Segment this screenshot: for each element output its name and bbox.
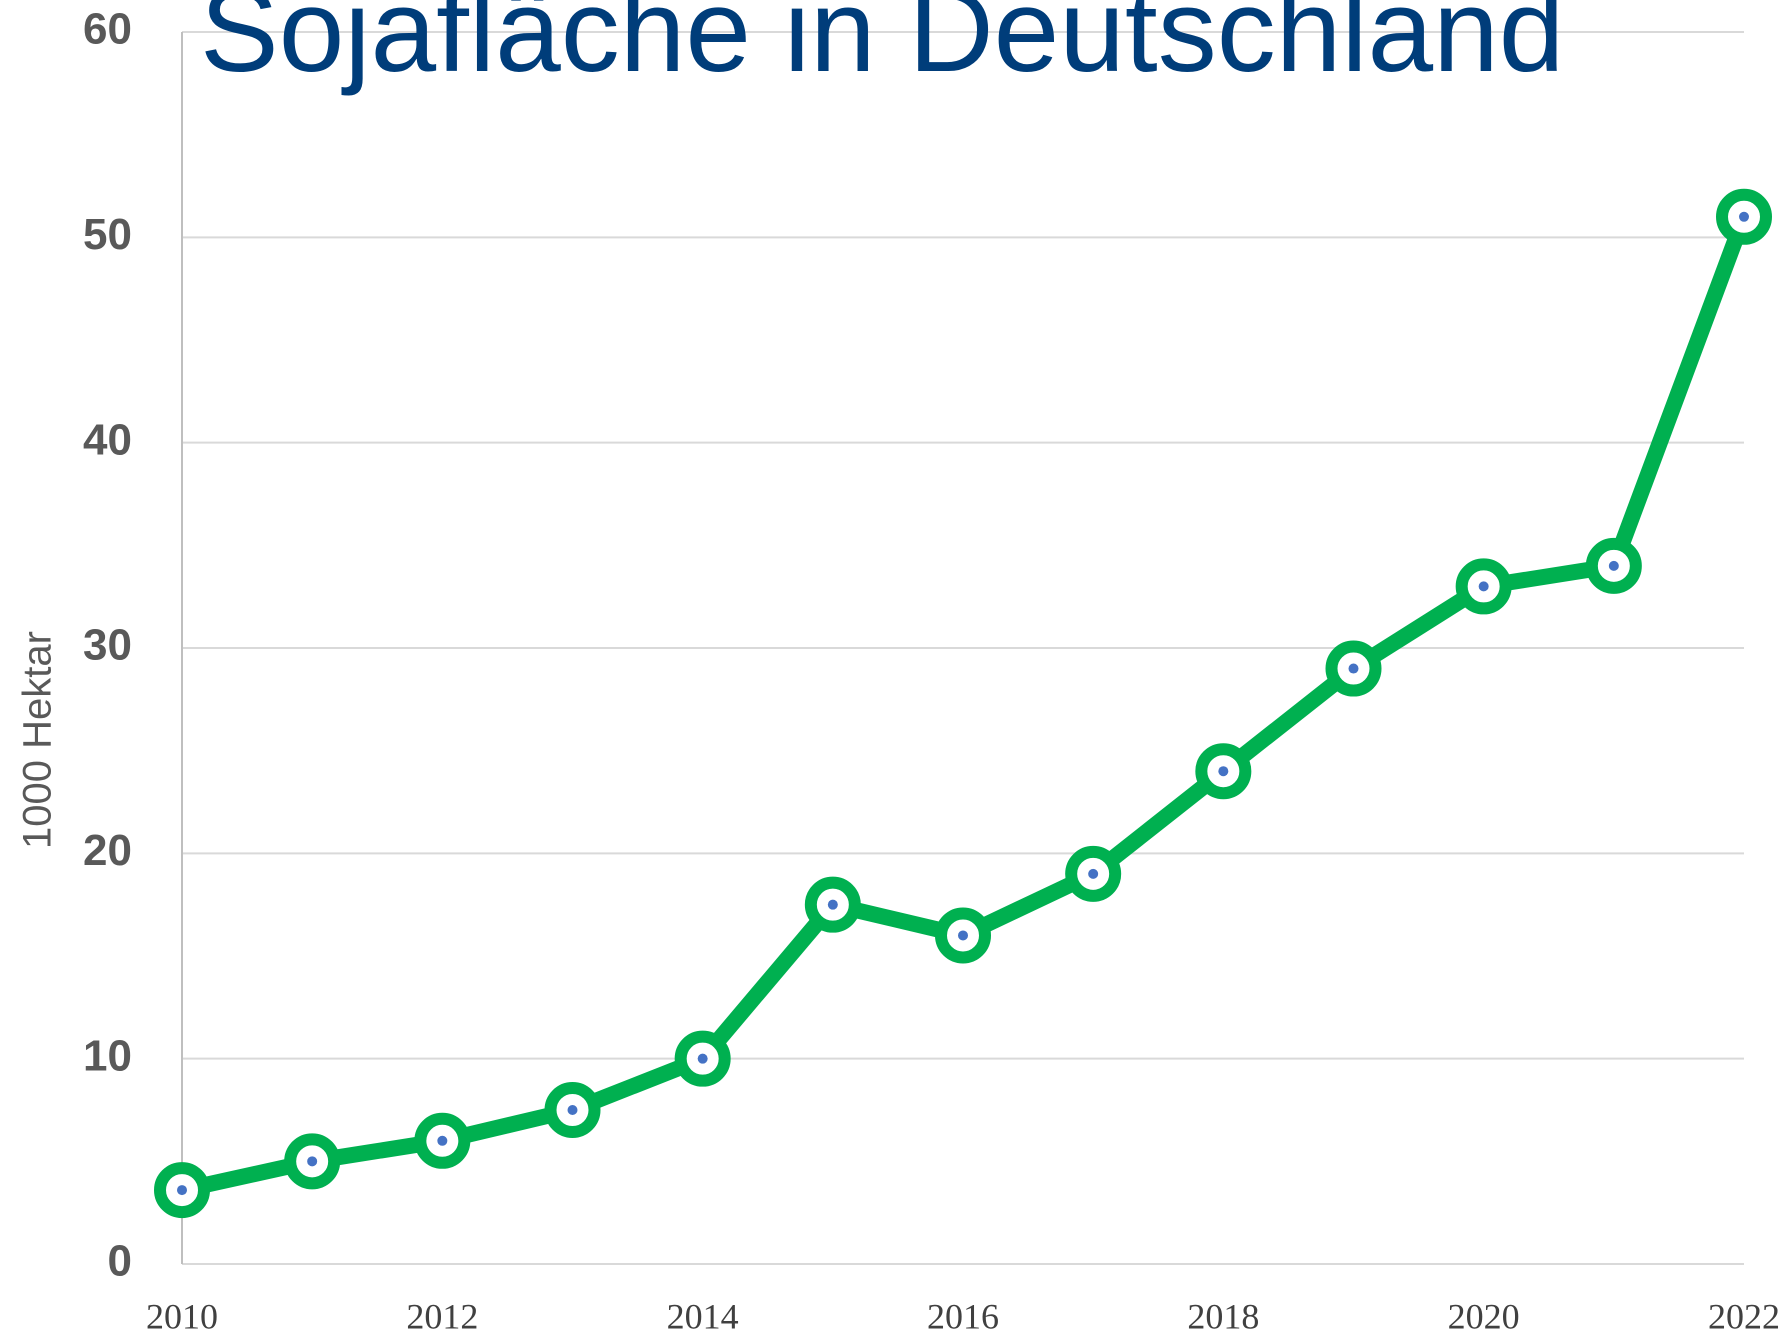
x-tick-label: 2022 — [1708, 1296, 1780, 1334]
y-tick-label: 20 — [83, 826, 132, 875]
marker-center — [827, 899, 838, 910]
marker-center — [307, 1156, 318, 1167]
marker-center — [697, 1053, 708, 1064]
x-tick-label: 2014 — [667, 1296, 739, 1334]
y-tick-label: 0 — [108, 1237, 132, 1286]
y-axis-label: 1000 Hektar — [16, 631, 60, 849]
y-tick-label: 30 — [83, 621, 132, 670]
marker-center — [567, 1105, 578, 1115]
y-tick-label: 60 — [83, 5, 132, 54]
x-tick-label: 2020 — [1448, 1296, 1520, 1334]
x-tick-label: 2012 — [406, 1296, 478, 1334]
marker-center — [177, 1185, 187, 1196]
x-tick-label: 2016 — [927, 1296, 999, 1334]
marker-center — [1348, 663, 1359, 674]
marker-center — [1088, 868, 1099, 879]
marker-center — [437, 1135, 448, 1146]
y-tick-label: 50 — [83, 210, 132, 259]
marker-center — [1739, 211, 1749, 222]
marker-center — [1608, 560, 1619, 571]
marker-center — [1478, 581, 1489, 592]
y-tick-label: 10 — [83, 1031, 132, 1080]
chart-title: Sojafläche in Deutschland — [200, 0, 1564, 97]
x-tick-label: 2018 — [1187, 1296, 1259, 1334]
y-tick-label: 40 — [83, 415, 132, 464]
marker-center — [958, 930, 968, 941]
marker-center — [1218, 766, 1229, 777]
x-tick-label: 2010 — [146, 1296, 218, 1334]
